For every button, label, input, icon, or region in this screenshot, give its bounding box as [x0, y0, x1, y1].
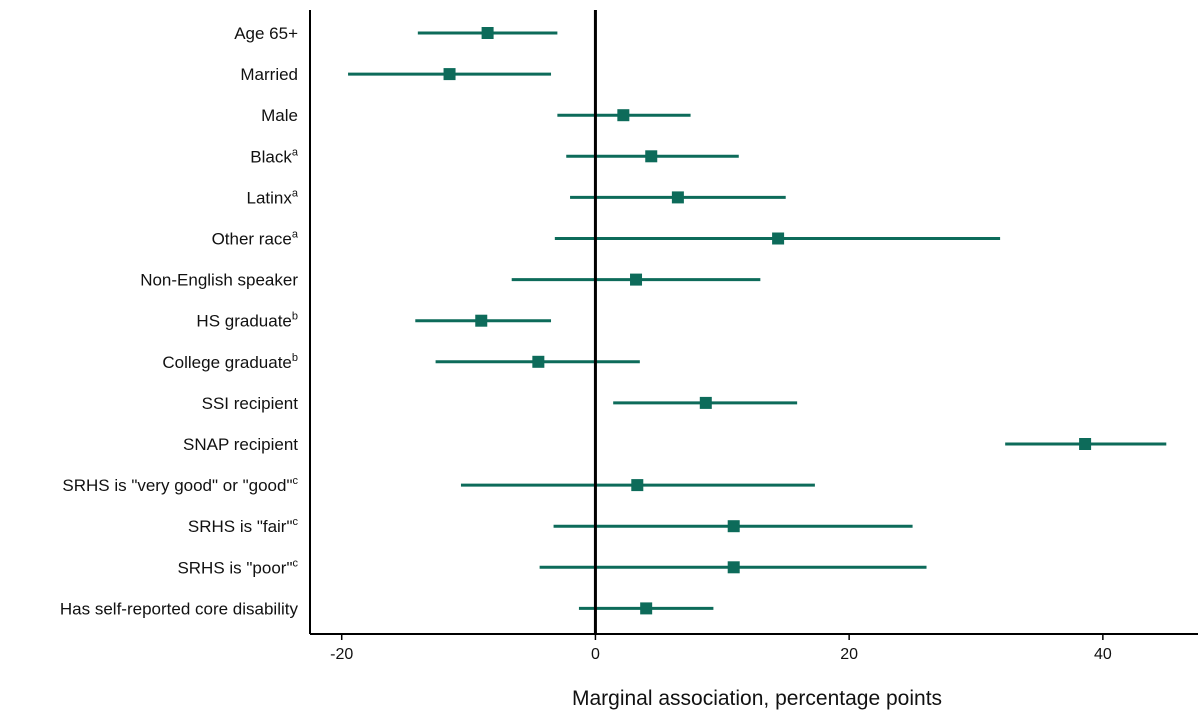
row-label: SSI recipient — [202, 394, 299, 413]
forest-row: College graduateb — [162, 352, 640, 372]
row-label: Age 65+ — [234, 24, 298, 43]
row-label: Married — [240, 65, 298, 84]
point-estimate — [645, 150, 658, 163]
forest-row: SRHS is "fair"c — [188, 516, 913, 536]
row-label: Other racea — [212, 229, 299, 249]
forest-row: Other racea — [212, 229, 1001, 249]
forest-row: Married — [240, 65, 552, 84]
point-estimate — [1079, 438, 1092, 450]
row-label-text: Non-English speaker — [140, 271, 298, 290]
point-estimate — [532, 355, 545, 368]
point-estimate — [481, 27, 494, 39]
row-label-footnote: c — [293, 475, 299, 487]
row-label-text: SNAP recipient — [183, 435, 298, 454]
forest-row: Latinxa — [247, 187, 786, 207]
row-label: SRHS is "very good" or "good"c — [62, 475, 298, 495]
row-label-text: Other race — [212, 230, 292, 249]
row-label-footnote: a — [292, 229, 299, 241]
row-label-text: College graduate — [162, 353, 291, 372]
row-label-footnote: c — [293, 516, 299, 528]
row-label-footnote: a — [292, 146, 299, 158]
row-label-text: Age 65+ — [234, 24, 298, 43]
row-label-text: SRHS is "fair" — [188, 517, 293, 536]
row-label-text: HS graduate — [196, 312, 291, 331]
row-label-footnote: b — [292, 352, 298, 364]
row-label: SRHS is "poor"c — [177, 557, 298, 577]
point-estimate — [631, 479, 644, 492]
row-label-footnote: a — [292, 187, 299, 199]
row-label: College graduateb — [162, 352, 298, 372]
point-estimate — [640, 602, 653, 615]
row-label: Non-English speaker — [140, 271, 298, 290]
row-label-text: Married — [240, 65, 298, 84]
x-tick-label: 40 — [1094, 646, 1112, 663]
point-estimate — [772, 232, 785, 245]
forest-row: Non-English speaker — [140, 271, 761, 290]
row-label: Blacka — [250, 146, 299, 166]
forest-row: Male — [261, 106, 691, 125]
forest-row: Has self-reported core disability — [60, 599, 714, 618]
row-label-text: Black — [250, 147, 292, 166]
row-label: Has self-reported core disability — [60, 599, 299, 618]
point-estimate — [727, 561, 740, 574]
row-label: Male — [261, 106, 298, 125]
row-label-footnote: b — [292, 311, 298, 323]
forest-row: Age 65+ — [234, 24, 558, 43]
x-tick-label: -20 — [330, 646, 353, 663]
point-estimate — [671, 191, 684, 204]
forest-row: SSI recipient — [202, 394, 798, 413]
point-estimate — [443, 68, 456, 81]
point-estimate — [617, 109, 630, 122]
point-estimate — [699, 396, 712, 409]
x-tick-label: 0 — [591, 646, 600, 663]
row-label: SNAP recipient — [183, 435, 298, 454]
row-label-footnote: c — [293, 557, 299, 569]
row-label: SRHS is "fair"c — [188, 516, 299, 536]
point-estimate — [630, 273, 643, 286]
forest-row: SRHS is "very good" or "good"c — [62, 475, 815, 495]
row-label-text: SSI recipient — [202, 394, 299, 413]
row-label-text: SRHS is "very good" or "good" — [62, 476, 292, 495]
forest-row: SRHS is "poor"c — [177, 557, 927, 577]
row-label: HS graduateb — [196, 311, 298, 331]
x-tick-label: 20 — [840, 646, 858, 663]
x-ticks: -20 0 20 40 — [330, 634, 1112, 663]
row-label: Latinxa — [247, 187, 299, 207]
forest-row: HS graduateb — [196, 311, 552, 331]
x-axis-title: Marginal association, percentage points — [572, 687, 942, 710]
forest-row: Blacka — [250, 146, 739, 166]
forest-row: SNAP recipient — [183, 435, 1167, 454]
row-label-text: Male — [261, 106, 298, 125]
point-estimate — [475, 314, 488, 327]
row-label-text: Has self-reported core disability — [60, 599, 299, 618]
row-label-text: Latinx — [247, 188, 293, 207]
row-label-text: SRHS is "poor" — [177, 558, 292, 577]
point-estimate — [727, 520, 740, 533]
